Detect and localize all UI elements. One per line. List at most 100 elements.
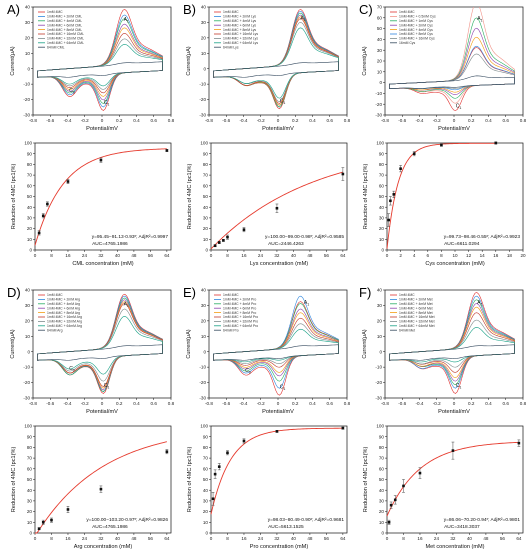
data-point	[341, 172, 345, 176]
cv-x-tick-label: 0.6	[151, 401, 158, 406]
peak-label-sub: 0	[73, 90, 75, 94]
cv-x-tick-label: 0.6	[327, 401, 334, 406]
cv-x-tick-label: -0.2	[257, 401, 265, 406]
peak-label-sub: 1	[283, 101, 285, 105]
cv-y-tick-label: 20	[25, 35, 31, 40]
cv-y-axis-label: Current(μA)	[186, 329, 192, 358]
peak-label-sub: 1	[481, 18, 483, 22]
fit-x-tick-label: 0	[34, 253, 37, 258]
cv-curves	[213, 9, 339, 110]
legend-entry: 1mM 4MC	[223, 293, 239, 297]
data-point	[165, 149, 169, 152]
data-point	[213, 244, 217, 248]
cv-x-tick-label: -0.6	[222, 118, 230, 123]
legend-entry: 1mM 4MC + 2mM CML	[47, 15, 82, 19]
fit-y-tick-label: 90	[27, 151, 33, 156]
data-point	[226, 451, 229, 455]
legend-entry: 1mM 4MC + 8mM Met	[399, 311, 433, 315]
fit-x-tick-label: 16	[417, 536, 423, 541]
fit-y-tick-label: 60	[203, 183, 209, 188]
fit-y-tick-label: 50	[27, 477, 33, 482]
cv-x-tick-label: -0.6	[46, 401, 54, 406]
fit-y-tick-label: 80	[27, 445, 33, 450]
cv-y-tick-label: -30	[23, 113, 30, 118]
fit-y-tick-label: 70	[379, 456, 385, 461]
cv-x-tick-label: -0.4	[416, 401, 424, 406]
fit-y-tick-label: 0	[381, 248, 384, 253]
fit-x-tick-label: 18	[507, 253, 513, 258]
cv-x-axis-label: Potential/mV	[86, 409, 118, 415]
fit-y-tick-label: 50	[379, 194, 385, 199]
legend-entry: 1mM 4MC + 64mM Arg	[47, 324, 82, 328]
cv-y-tick-label: -20	[199, 97, 206, 102]
data-point	[46, 202, 49, 206]
cv-y-tick-label: 0	[27, 66, 30, 71]
panel-letter: D)	[7, 285, 21, 300]
fit-y-tick-label: 100	[200, 141, 208, 146]
fit-y-tick-label: 90	[379, 151, 385, 156]
legend-entry: 1mM 4MC + 2mM Lys	[223, 15, 256, 19]
peak-label: C0	[245, 368, 251, 375]
cv-x-tick-label: -0.4	[240, 401, 248, 406]
data-point	[389, 199, 392, 203]
data-point	[226, 235, 229, 239]
cv-y-tick-label: -10	[199, 365, 206, 370]
fit-x-tick-label: 32	[98, 536, 104, 541]
fit-equation: y=98.03−80.49⋅0.90ˣ; AdjR²=0.9681	[268, 517, 345, 523]
fit-y-tick-label: 40	[203, 205, 209, 210]
data-point	[66, 508, 70, 511]
legend-entry: 1mM 4MC + 6mM Met	[399, 306, 433, 310]
fit-y-axis-label: Reduction of 4MC Ipc1(%)	[187, 164, 193, 230]
fit-curve	[35, 441, 167, 534]
peak-label: C1	[104, 383, 110, 390]
legend-entry: 64mM Lys	[223, 45, 239, 49]
fit-y-tick-label: 70	[27, 173, 33, 178]
legend-entry: 1mM 4MC + 4mM Pro	[223, 302, 256, 306]
fit-y-axis-label: Reduction of 4MC Ipc1(%)	[187, 447, 193, 513]
fit-y-tick-label: 50	[27, 194, 33, 199]
panel-b: B) -0.8 -0.6 -0.4 -0.2 0 0.2 0.4 0.6 0.8 -30 -20 -10…	[183, 2, 351, 267]
fit-equation: y=100.00−103.20⋅0.97ˣ; AdjR²=0.9826	[86, 517, 168, 523]
fit-curve	[386, 142, 496, 249]
legend-entry: 1mM 4MC	[47, 293, 63, 297]
fit-y-tick-label: 100	[24, 141, 32, 146]
legend-entry: 1mM 4MC + 32mM CML	[47, 37, 84, 41]
fit-y-tick-label: 90	[379, 434, 385, 439]
fit-y-tick-label: 100	[200, 424, 208, 429]
data-point	[242, 439, 246, 443]
cv-curves	[389, 7, 515, 111]
cv-y-tick-label: 40	[25, 288, 31, 293]
cv-x-tick-label: 0	[453, 118, 456, 123]
cv-y-tick-label: -30	[199, 113, 206, 118]
fit-y-tick-label: 40	[27, 205, 33, 210]
peak-label-sub: 1	[459, 386, 461, 390]
peak-label-sub: 1	[481, 302, 483, 306]
peak-label: A1	[300, 15, 305, 22]
legend-entry: 64mM CML	[47, 45, 65, 49]
data-point	[399, 167, 402, 170]
peak-label-text: C	[69, 366, 73, 372]
fit-y-tick-label: 60	[203, 466, 209, 471]
peak-label-sub: 1	[107, 386, 109, 390]
fit-y-tick-label: 80	[203, 162, 209, 167]
peak-label-text: C	[104, 383, 108, 389]
cv-series-line	[389, 36, 515, 93]
cv-y-tick-label: 30	[201, 20, 207, 25]
fit-y-tick-label: 0	[29, 531, 32, 536]
cv-series-line	[389, 75, 515, 89]
cv-x-tick-label: -0.8	[205, 401, 213, 406]
peak-label: C1	[456, 383, 462, 390]
legend-entry: 1mM 4MC + 4mM Cys	[399, 28, 433, 32]
fit-x-tick-label: 56	[500, 536, 506, 541]
fit-y-tick-label: 0	[205, 531, 208, 536]
fit-x-tick-label: 32	[274, 536, 280, 541]
legend-entry: 1mM 4MC + 6mM Arg	[47, 306, 80, 310]
fit-x-tick-label: 0	[210, 536, 213, 541]
cv-x-axis-label: Potential/mV	[438, 126, 470, 132]
cv-y-tick-label: 30	[377, 48, 383, 53]
peak-label: A1	[124, 17, 129, 24]
fit-y-tick-label: 30	[379, 499, 385, 504]
fit-x-tick-label: 32	[450, 536, 456, 541]
